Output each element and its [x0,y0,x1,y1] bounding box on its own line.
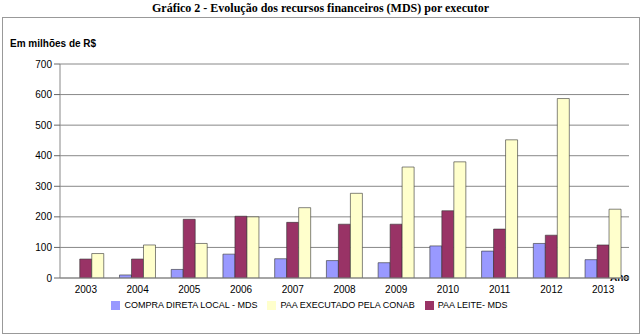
svg-text:500: 500 [35,120,52,131]
svg-text:2008: 2008 [333,284,356,295]
svg-text:600: 600 [35,89,52,100]
svg-text:700: 700 [35,59,52,70]
svg-text:2005: 2005 [178,284,201,295]
html-text:Ano: Ano [610,272,630,283]
svg-text:2009: 2009 [385,284,408,295]
html-text:COMPRA DIRETA LOCAL - MDS: COMPRA DIRETA LOCAL - MDS [124,300,258,310]
html-text:PAA EXECUTADO PELA CONAB: PAA EXECUTADO PELA CONAB [280,300,415,310]
html-text:PAA LEITE- MDS: PAA LEITE- MDS [437,300,508,310]
svg-text:400: 400 [35,150,52,161]
svg-text:2012: 2012 [540,284,563,295]
svg-text:2004: 2004 [126,284,149,295]
svg-text:2006: 2006 [230,284,253,295]
svg-text:2007: 2007 [282,284,305,295]
html-text:Gráfico 2 - Evolução dos recur: Gráfico 2 - Evolução dos recursos financ… [152,1,489,15]
svg-text:2010: 2010 [437,284,460,295]
svg-text:0: 0 [46,273,52,284]
svg-text:2011: 2011 [489,284,511,295]
svg-text:2003: 2003 [75,284,98,295]
svg-text:2013: 2013 [592,284,615,295]
svg-text:300: 300 [35,181,52,192]
svg-text:100: 100 [35,242,52,253]
html-text:Em milhões de R$: Em milhões de R$ [10,38,97,49]
svg-text:200: 200 [35,211,52,222]
